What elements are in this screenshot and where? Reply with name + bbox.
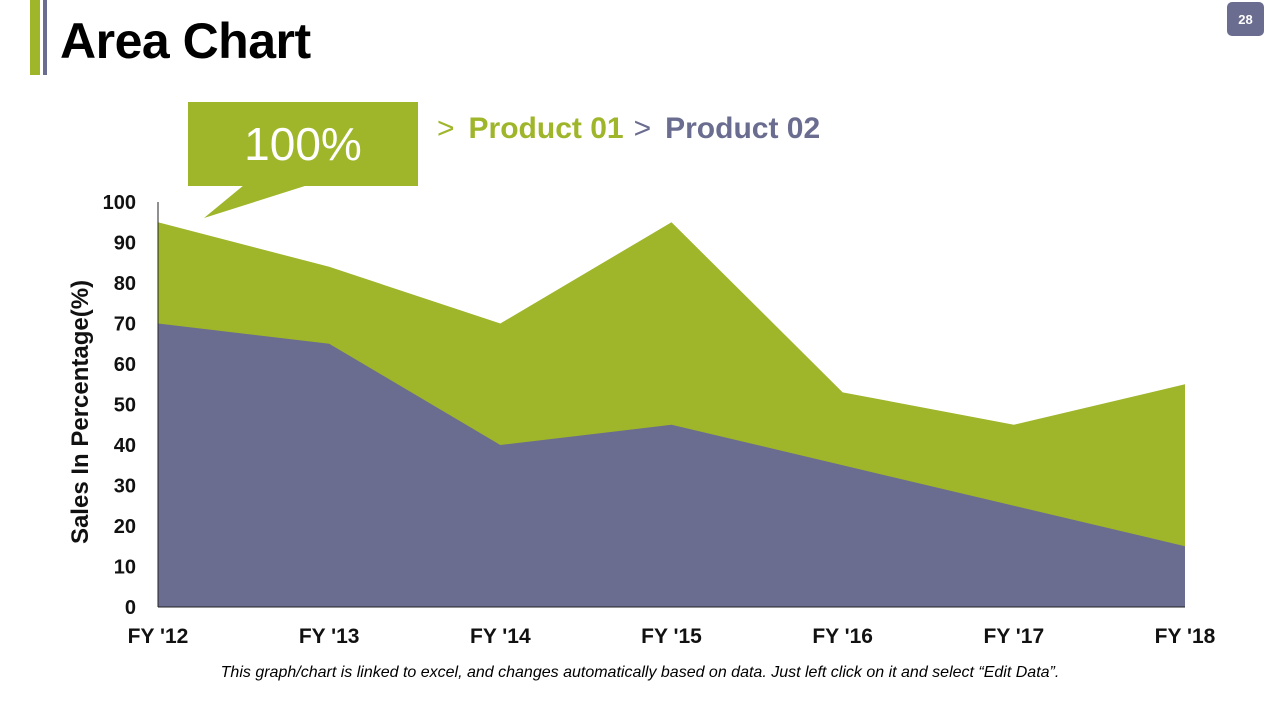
x-tick-label: FY '13 bbox=[299, 625, 360, 648]
legend-item-product-01: > Product 01 bbox=[437, 112, 624, 146]
page-title: Area Chart bbox=[60, 13, 311, 69]
x-tick-label: FY '18 bbox=[1155, 625, 1216, 648]
callout-tail bbox=[204, 185, 308, 218]
callout-value: 100% bbox=[244, 118, 362, 170]
x-tick-label: FY '14 bbox=[470, 625, 531, 648]
y-tick-label: 50 bbox=[114, 395, 136, 417]
y-tick-label: 10 bbox=[114, 557, 136, 579]
legend-label: Product 02 bbox=[665, 112, 821, 145]
footnote: This graph/chart is linked to excel, and… bbox=[220, 664, 1060, 681]
y-tick-label: 0 bbox=[125, 597, 136, 619]
chart-legend: > Product 01 > Product 02 bbox=[437, 112, 830, 146]
y-tick-label: 80 bbox=[114, 273, 136, 295]
y-axis-label: Sales In Percentage(%) bbox=[67, 280, 94, 544]
page-number-badge: 28 bbox=[1227, 2, 1264, 36]
y-tick-label: 20 bbox=[114, 516, 136, 538]
title-accent-bar bbox=[30, 0, 40, 75]
area-series-2 bbox=[158, 323, 1185, 607]
y-tick-label: 30 bbox=[114, 476, 136, 498]
y-tick-label: 90 bbox=[114, 233, 136, 255]
legend-item-product-02: > Product 02 bbox=[634, 112, 821, 146]
y-tick-label: 70 bbox=[114, 314, 136, 336]
callout-box bbox=[188, 102, 418, 186]
legend-arrow: > bbox=[633, 112, 652, 145]
y-tick-label: 60 bbox=[114, 354, 136, 376]
legend-label: Product 01 bbox=[468, 112, 624, 145]
legend-arrow: > bbox=[437, 112, 455, 145]
x-tick-label: FY '16 bbox=[812, 625, 873, 648]
x-tick-label: FY '17 bbox=[984, 625, 1045, 648]
x-tick-label: FY '12 bbox=[128, 625, 189, 648]
y-tick-label: 40 bbox=[114, 435, 136, 457]
title-accent-bar-thin bbox=[43, 0, 47, 75]
x-tick-label: FY '15 bbox=[641, 625, 702, 648]
y-tick-label: 100 bbox=[103, 192, 136, 214]
